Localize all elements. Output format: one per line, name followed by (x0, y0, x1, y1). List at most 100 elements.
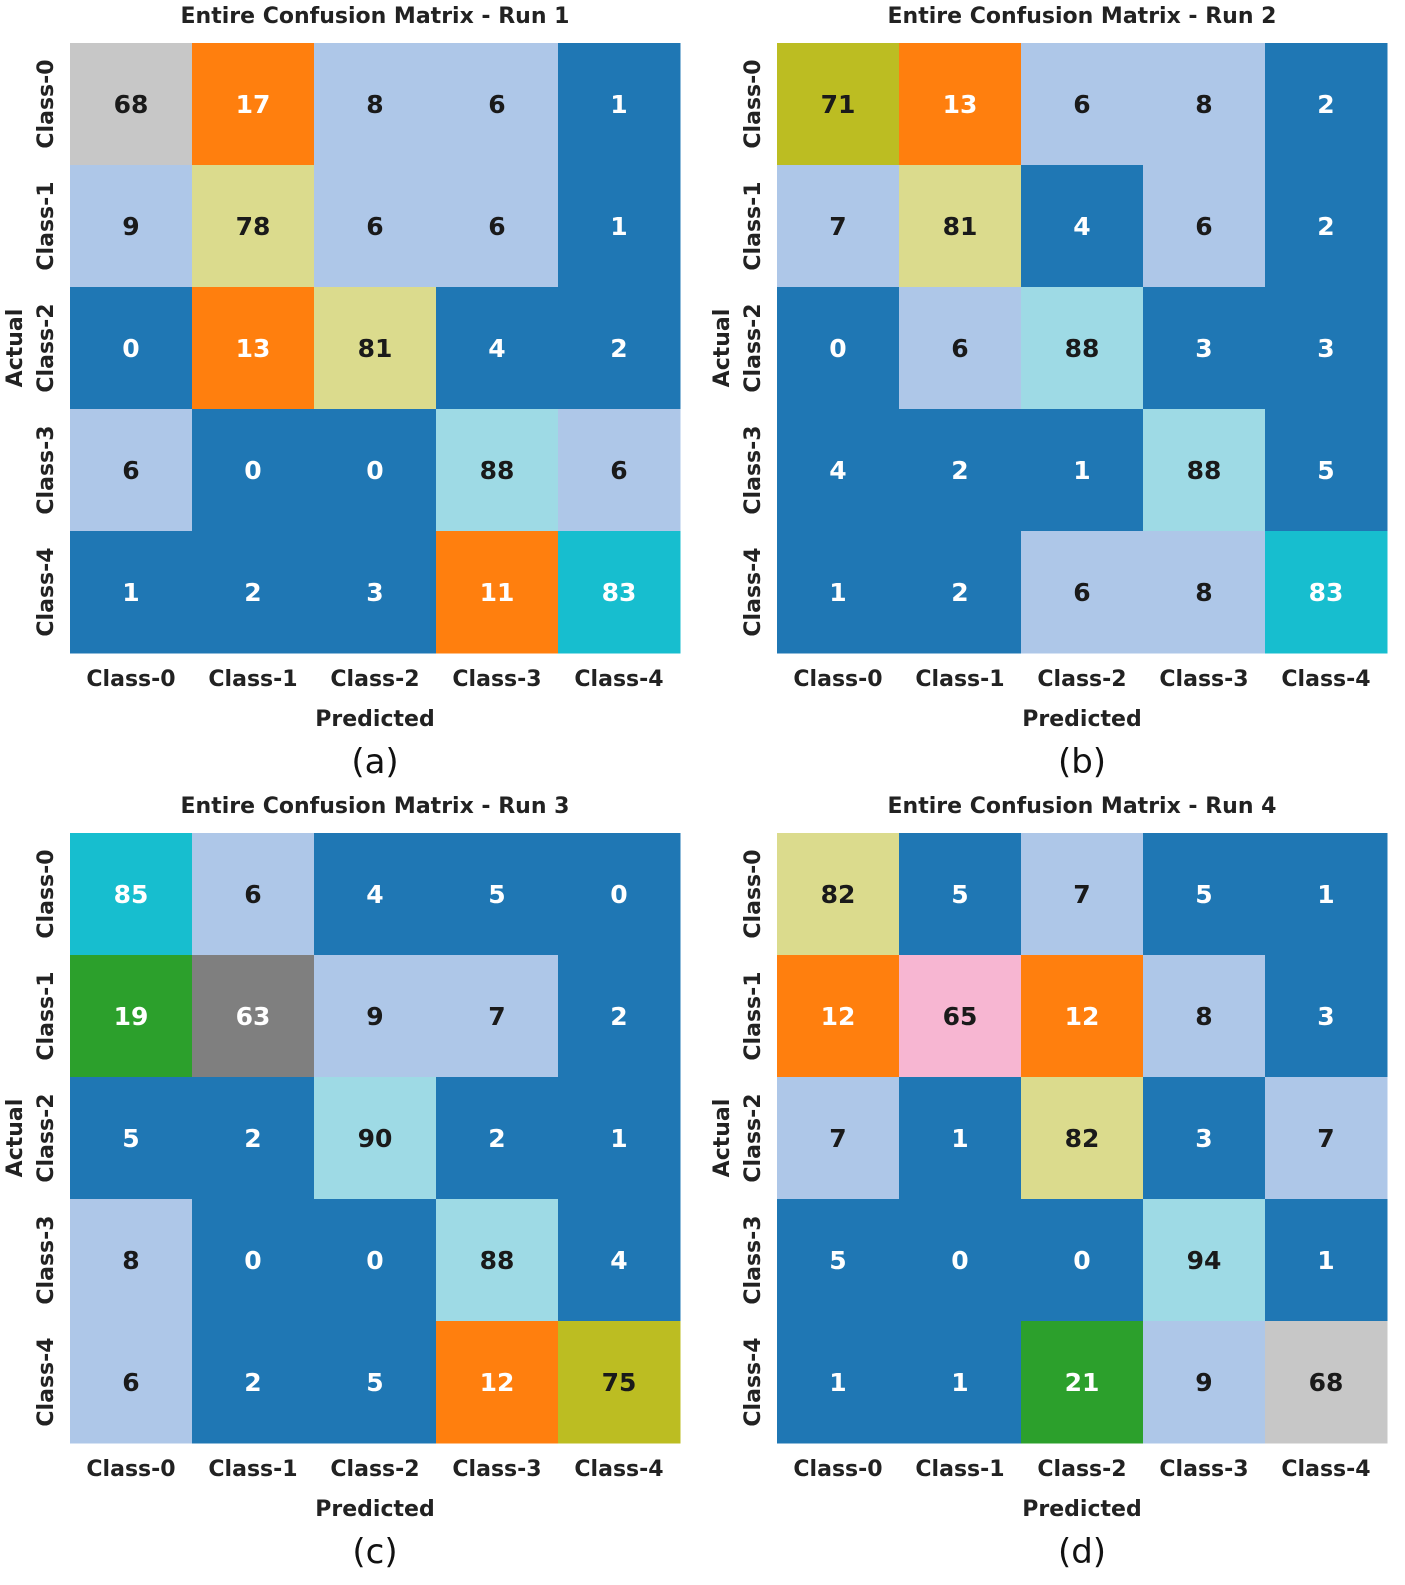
y-tick-label: Class-3 (741, 425, 766, 514)
y-tick-label: Class-1 (34, 971, 59, 1060)
heatmap-cell (899, 1199, 1022, 1322)
heatmap-cell (1021, 287, 1144, 410)
heatmap-cell (1143, 955, 1266, 1078)
panel-caption: (c) (352, 1532, 397, 1572)
cell-value-label: 2 (951, 456, 968, 485)
cell-value-label: 7 (1317, 1124, 1334, 1153)
x-tick-label: Class-1 (208, 667, 297, 692)
cell-value-label: 82 (1065, 1124, 1100, 1153)
x-tick-label: Class-3 (1159, 1457, 1248, 1482)
y-tick-label: Class-0 (34, 849, 59, 938)
cell-value-label: 88 (480, 456, 515, 485)
cell-value-label: 6 (488, 212, 505, 241)
cell-value-label: 65 (943, 1002, 978, 1031)
cell-value-label: 1 (610, 90, 627, 119)
cell-value-label: 2 (1317, 90, 1334, 119)
heatmap-cell (1021, 1321, 1144, 1444)
heatmap-cell (436, 833, 559, 956)
cell-value-label: 3 (1317, 1002, 1334, 1031)
heatmap-cell (558, 1199, 681, 1322)
cell-value-label: 82 (821, 880, 856, 909)
heatmap-cell (558, 165, 681, 288)
cell-value-label: 8 (1195, 578, 1212, 607)
x-axis-label: Predicted (315, 707, 434, 732)
cell-value-label: 4 (610, 1246, 627, 1275)
x-tick-label: Class-2 (1037, 1457, 1126, 1482)
cell-value-label: 1 (951, 1124, 968, 1153)
heatmap-cell (1021, 531, 1144, 654)
cell-value-label: 8 (1195, 90, 1212, 119)
cell-value-label: 68 (1309, 1368, 1344, 1397)
cell-value-label: 4 (488, 334, 505, 363)
cell-value-label: 3 (1195, 334, 1212, 363)
heatmap-cell (1265, 833, 1388, 956)
y-tick-label: Class-0 (34, 59, 59, 148)
heatmap-cell (1021, 1199, 1144, 1322)
heatmap-cell (777, 955, 900, 1078)
x-tick-label: Class-3 (1159, 667, 1248, 692)
cell-value-label: 9 (122, 212, 139, 241)
confusion-matrix-panel-2: Entire Confusion Matrix - Run 271 13 6 8 27 8… (710, 4, 1388, 782)
cell-value-label: 17 (236, 90, 271, 119)
y-tick-label: Class-1 (741, 181, 766, 270)
cell-value-label: 1 (1317, 880, 1334, 909)
panel-caption: (a) (351, 742, 398, 782)
cell-value-label: 2 (610, 1002, 627, 1031)
heatmap-cell (558, 287, 681, 410)
cell-value-label: 2 (244, 578, 261, 607)
cell-value-label: 0 (244, 456, 261, 485)
cell-value-label: 6 (610, 456, 627, 485)
panel-caption: (b) (1058, 742, 1106, 782)
cell-value-label: 3 (1195, 1124, 1212, 1153)
heatmap-cell (899, 531, 1022, 654)
x-tick-label: Class-1 (915, 1457, 1004, 1482)
y-tick-label: Class-1 (34, 181, 59, 270)
cell-value-label: 5 (829, 1246, 846, 1275)
heatmap-cell (1143, 165, 1266, 288)
heatmap-cell (192, 1199, 315, 1322)
cell-value-label: 0 (610, 880, 627, 909)
heatmap-cell (192, 1321, 315, 1444)
cell-value-label: 8 (366, 90, 383, 119)
heatmap-cell (1265, 165, 1388, 288)
confusion-matrix-panel-3: Entire Confusion Matrix - Run 385 6 4 5 019 6… (3, 794, 681, 1572)
y-axis-label: Actual (710, 1099, 735, 1178)
cell-value-label: 7 (488, 1002, 505, 1031)
cell-value-label: 90 (358, 1124, 393, 1153)
heatmap-cell (436, 1199, 559, 1322)
heatmap-cell (314, 287, 437, 410)
y-tick-label: Class-3 (741, 1215, 766, 1304)
cell-value-label: 94 (1187, 1246, 1222, 1275)
cell-value-label: 63 (236, 1002, 271, 1031)
heatmap-cell (777, 1199, 900, 1322)
heatmap-cell (1265, 1321, 1388, 1444)
panel-title: Entire Confusion Matrix - Run 4 (888, 794, 1277, 819)
x-tick-label: Class-0 (86, 1457, 175, 1482)
y-tick-label: Class-3 (34, 1215, 59, 1304)
y-tick-label: Class-4 (741, 547, 766, 636)
cell-value-label: 6 (488, 90, 505, 119)
x-tick-label: Class-3 (452, 667, 541, 692)
cell-value-label: 1 (951, 1368, 968, 1397)
heatmap-cell (777, 1321, 900, 1444)
x-tick-label: Class-1 (208, 1457, 297, 1482)
cell-value-label: 6 (366, 212, 383, 241)
heatmap-cell (70, 833, 193, 956)
heatmap-cell (436, 287, 559, 410)
x-tick-label: Class-3 (452, 1457, 541, 1482)
heatmap-cell (1265, 531, 1388, 654)
heatmap-cell (899, 1321, 1022, 1444)
cell-value-label: 0 (244, 1246, 261, 1275)
cell-value-label: 81 (943, 212, 978, 241)
cell-value-label: 0 (366, 456, 383, 485)
heatmap-cell (899, 955, 1022, 1078)
heatmap-cell (558, 833, 681, 956)
heatmap-cell (777, 287, 900, 410)
cell-value-label: 5 (1317, 456, 1334, 485)
x-tick-label: Class-4 (574, 1457, 663, 1482)
heatmap-cell (1021, 409, 1144, 532)
cell-value-label: 1 (829, 1368, 846, 1397)
heatmap-cell (777, 531, 900, 654)
panel-title: Entire Confusion Matrix - Run 3 (181, 794, 570, 819)
y-tick-label: Class-4 (34, 547, 59, 636)
